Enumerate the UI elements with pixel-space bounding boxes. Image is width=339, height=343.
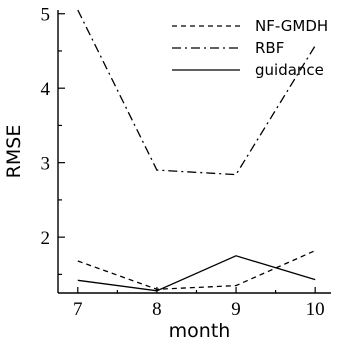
y-tick-label: 4: [41, 79, 51, 100]
legend-label-guidance: guidance: [255, 61, 324, 79]
legend-label-rbf: RBF: [255, 39, 284, 57]
legend-label-nf-gmdh: NF-GMDH: [255, 17, 328, 35]
x-tick-label: 8: [152, 299, 162, 320]
x-tick-label: 9: [231, 299, 241, 320]
x-tick-label: 7: [73, 299, 83, 320]
x-axis-title: month: [169, 320, 231, 342]
y-tick-label: 2: [41, 228, 51, 249]
series-line-nf-gmdh: [77, 250, 316, 290]
y-tick-label: 5: [41, 5, 51, 26]
series-line-rbf: [77, 9, 316, 176]
legend: NF-GMDH RBF guidance: [172, 17, 328, 79]
series-line-guidance: [77, 255, 316, 292]
y-axis-title: RMSE: [3, 125, 25, 179]
axis-ticks: 7 8 9 10 2 3 4 5: [41, 5, 325, 320]
plot-area: [57, 10, 331, 294]
x-tick-label: 10: [306, 299, 325, 320]
y-tick-label: 3: [41, 154, 51, 175]
series-layer: [77, 9, 316, 292]
